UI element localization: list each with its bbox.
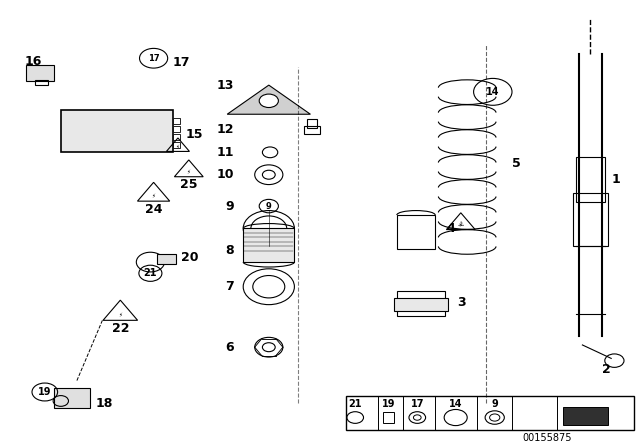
Bar xyxy=(563,407,608,425)
Bar xyxy=(173,126,180,132)
Bar xyxy=(346,396,634,430)
Text: 10: 10 xyxy=(217,168,234,181)
Text: 20: 20 xyxy=(181,251,198,264)
Bar xyxy=(397,215,435,249)
Circle shape xyxy=(259,94,278,108)
Text: 2: 2 xyxy=(602,363,611,376)
Text: 17: 17 xyxy=(148,54,159,63)
Text: 1: 1 xyxy=(611,172,620,186)
Text: 21: 21 xyxy=(143,268,157,278)
Text: ⚡: ⚡ xyxy=(118,312,122,318)
Bar xyxy=(383,412,394,423)
Text: 24: 24 xyxy=(145,203,163,216)
Text: 15: 15 xyxy=(186,128,203,141)
Text: ⚡: ⚡ xyxy=(187,170,191,175)
Bar xyxy=(304,126,320,134)
Text: 17: 17 xyxy=(173,56,190,69)
Bar xyxy=(573,193,608,246)
Text: 5: 5 xyxy=(512,157,521,170)
Text: 6: 6 xyxy=(226,340,234,354)
Text: 11: 11 xyxy=(217,146,234,159)
Text: ⚡: ⚡ xyxy=(176,145,180,151)
Text: 4: 4 xyxy=(446,222,455,235)
Bar xyxy=(397,291,445,316)
Text: 19: 19 xyxy=(381,399,396,409)
Bar xyxy=(576,157,605,202)
Text: 18: 18 xyxy=(96,396,113,410)
Bar xyxy=(173,142,180,148)
Text: 8: 8 xyxy=(226,244,234,258)
Text: 19: 19 xyxy=(38,387,52,397)
Bar xyxy=(173,118,180,124)
Bar xyxy=(394,298,448,311)
Text: 16: 16 xyxy=(24,55,42,69)
Text: 21: 21 xyxy=(348,399,362,409)
Text: 3: 3 xyxy=(458,296,466,309)
Bar xyxy=(26,65,54,81)
Bar xyxy=(157,254,176,264)
Polygon shape xyxy=(227,85,310,114)
Text: ⚡: ⚡ xyxy=(459,223,463,228)
Bar xyxy=(35,80,48,85)
Text: 9: 9 xyxy=(266,202,271,211)
Text: 22: 22 xyxy=(111,322,129,335)
Text: 25: 25 xyxy=(180,178,198,191)
Text: 12: 12 xyxy=(217,123,234,137)
Text: ⚠: ⚠ xyxy=(458,221,464,228)
Text: 14: 14 xyxy=(486,87,500,97)
Bar xyxy=(173,134,180,140)
Text: 00155875: 00155875 xyxy=(522,433,572,443)
Text: ⚡: ⚡ xyxy=(152,194,156,198)
Bar xyxy=(307,119,317,128)
Text: 9: 9 xyxy=(492,399,498,409)
Bar xyxy=(54,388,90,408)
Bar xyxy=(243,228,294,262)
Text: 17: 17 xyxy=(410,399,424,409)
Text: 14: 14 xyxy=(449,399,463,409)
Bar xyxy=(61,110,173,152)
Text: 7: 7 xyxy=(225,280,234,293)
Text: 13: 13 xyxy=(217,78,234,92)
Text: 9: 9 xyxy=(226,199,234,213)
